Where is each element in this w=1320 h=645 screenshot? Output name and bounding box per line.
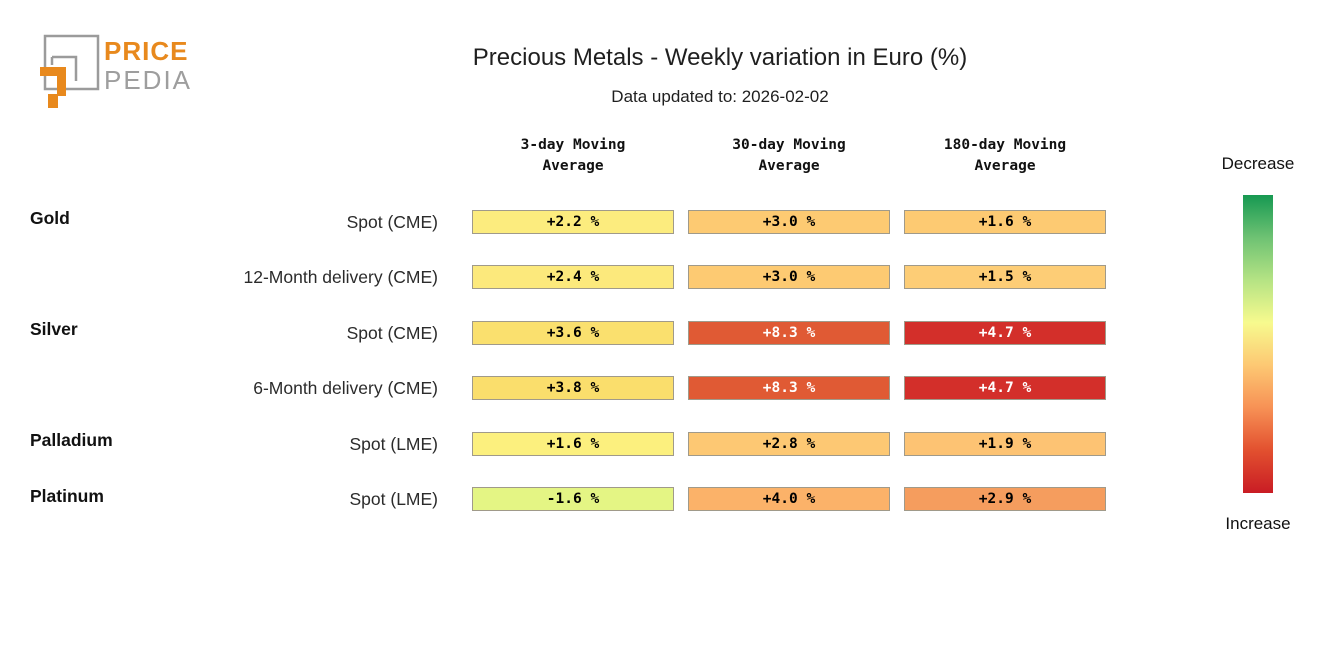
legend-decrease-label: Decrease bbox=[1221, 154, 1295, 173]
pricepedia-logo: PRICE PEDIA bbox=[38, 30, 288, 110]
heatmap-cell: +8.3 % bbox=[688, 321, 890, 345]
heatmap-cell: +4.0 % bbox=[688, 487, 890, 511]
column-header-3day: 3-day Moving Average bbox=[520, 137, 626, 175]
row-label: 12-Month delivery (CME) bbox=[243, 267, 439, 287]
heatmap-cell: +3.6 % bbox=[472, 321, 674, 345]
brand-name-pedia: PEDIA bbox=[104, 65, 193, 95]
heatmap-cell: +2.2 % bbox=[472, 210, 674, 234]
column-header-180day: 180-day Moving Average bbox=[943, 137, 1067, 175]
heatmap-cell: +3.0 % bbox=[688, 210, 890, 234]
row-label: Spot (LME) bbox=[349, 489, 439, 509]
group-label-platinum: Platinum bbox=[30, 486, 104, 506]
row-label: Spot (CME) bbox=[346, 323, 438, 343]
page-title: Precious Metals - Weekly variation in Eu… bbox=[472, 44, 968, 71]
row-label: Spot (CME) bbox=[346, 212, 438, 232]
legend-increase-label: Increase bbox=[1225, 514, 1291, 533]
pricepedia-logo-icon bbox=[40, 34, 100, 108]
column-header-30day: 30-day Moving Average bbox=[732, 137, 846, 175]
heatmap-cell: -1.6 % bbox=[472, 487, 674, 511]
colorbar-gradient bbox=[1243, 195, 1273, 493]
heatmap-cell: +2.8 % bbox=[688, 432, 890, 456]
group-label-gold: Gold bbox=[30, 208, 70, 228]
heatmap-cell: +1.9 % bbox=[904, 432, 1106, 456]
row-label: Spot (LME) bbox=[349, 434, 439, 454]
heatmap-cell: +3.8 % bbox=[472, 376, 674, 400]
heatmap-cell: +2.9 % bbox=[904, 487, 1106, 511]
heatmap-cell: +2.4 % bbox=[472, 265, 674, 289]
row-label: 6-Month delivery (CME) bbox=[253, 378, 438, 398]
group-label-palladium: Palladium bbox=[30, 430, 113, 450]
group-label-silver: Silver bbox=[30, 319, 78, 339]
update-date-subtitle: Data updated to: 2026-02-02 bbox=[611, 87, 829, 106]
heatmap-cell: +3.0 % bbox=[688, 265, 890, 289]
brand-name-price: PRICE bbox=[104, 36, 189, 66]
heatmap-cell: +1.5 % bbox=[904, 265, 1106, 289]
heatmap-cell: +1.6 % bbox=[472, 432, 674, 456]
heatmap-cell: +1.6 % bbox=[904, 210, 1106, 234]
heatmap-cell: +8.3 % bbox=[688, 376, 890, 400]
heatmap-cell: +4.7 % bbox=[904, 376, 1106, 400]
heatmap-cell: +4.7 % bbox=[904, 321, 1106, 345]
